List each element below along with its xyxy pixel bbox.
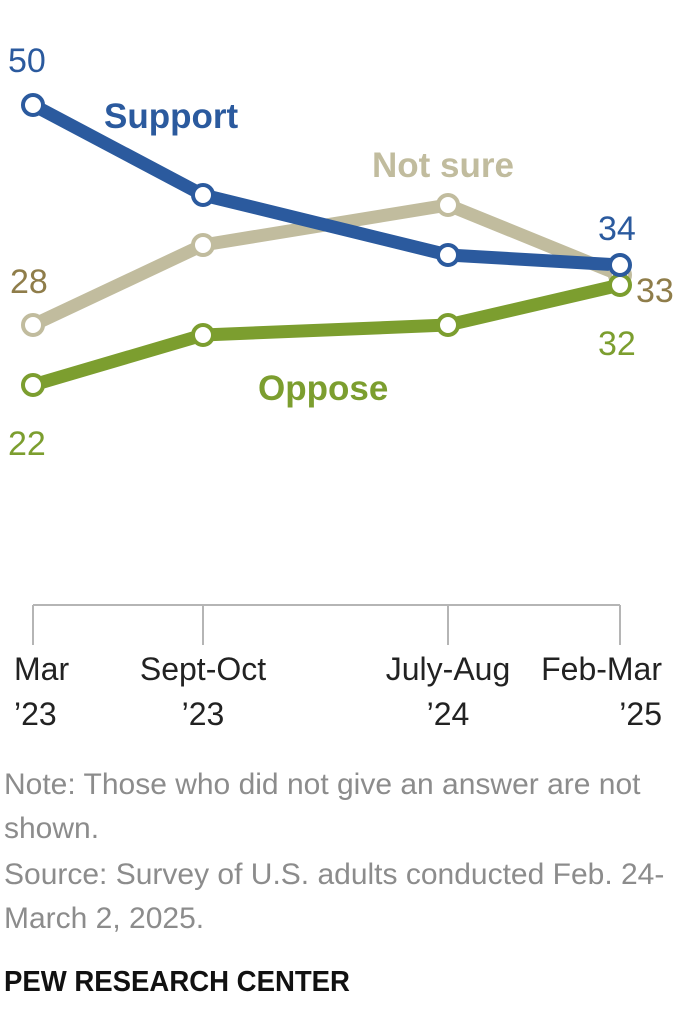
data-point-support: [436, 243, 460, 267]
chart-source: Source: Survey of U.S. adults conducted …: [4, 858, 665, 935]
value-label-oppose: 32: [598, 325, 636, 363]
data-point-support: [191, 183, 215, 207]
data-point-not-sure: [191, 233, 215, 257]
data-point-support: [608, 253, 632, 277]
x-axis: Mar ’23 Sept-Oct ’23 July-Aug ’24 Feb-Mar ’25: [14, 604, 662, 732]
x-tick-label: Mar: [14, 651, 69, 687]
data-labels: Not sure Oppose Support 28 33 22 32 50 34: [8, 42, 674, 463]
data-point-not-sure: [436, 193, 460, 217]
series-line-support: [26, 98, 627, 272]
data-point-oppose: [191, 323, 215, 347]
line-chart: Mar ’23 Sept-Oct ’23 July-Aug ’24 Feb-Mar ’25 N…: [8, 42, 674, 732]
chart-note: Note: Those who did not give an answer a…: [4, 768, 641, 845]
series-label-oppose: Oppose: [258, 369, 388, 408]
series-label-not-sure: Not sure: [372, 146, 514, 185]
value-label-support: 34: [598, 210, 636, 248]
series-label-support: Support: [104, 97, 238, 136]
data-point-oppose: [436, 313, 460, 337]
value-label-not-sure: 33: [636, 272, 674, 310]
value-label-oppose: 22: [8, 425, 46, 463]
value-label-support: 50: [8, 42, 46, 80]
x-tick-label: ’23: [182, 696, 225, 732]
x-tick-label: July-Aug: [386, 651, 511, 687]
series-points: [21, 93, 632, 397]
brand-logo-text: PEW RESEARCH CENTER: [4, 966, 350, 998]
data-point-not-sure: [21, 313, 45, 337]
value-label-not-sure: 28: [10, 263, 48, 301]
x-tick-label: Feb-Mar: [541, 651, 662, 687]
x-tick-label: ’23: [14, 696, 57, 732]
data-point-support: [21, 93, 45, 117]
data-point-oppose: [21, 373, 45, 397]
data-point-oppose: [608, 273, 632, 297]
x-tick-label: ’25: [619, 696, 662, 732]
x-tick-label: ’24: [427, 696, 470, 732]
x-tick-label: Sept-Oct: [140, 651, 266, 687]
series-lines: [26, 98, 627, 392]
series-line-oppose: [26, 278, 627, 392]
